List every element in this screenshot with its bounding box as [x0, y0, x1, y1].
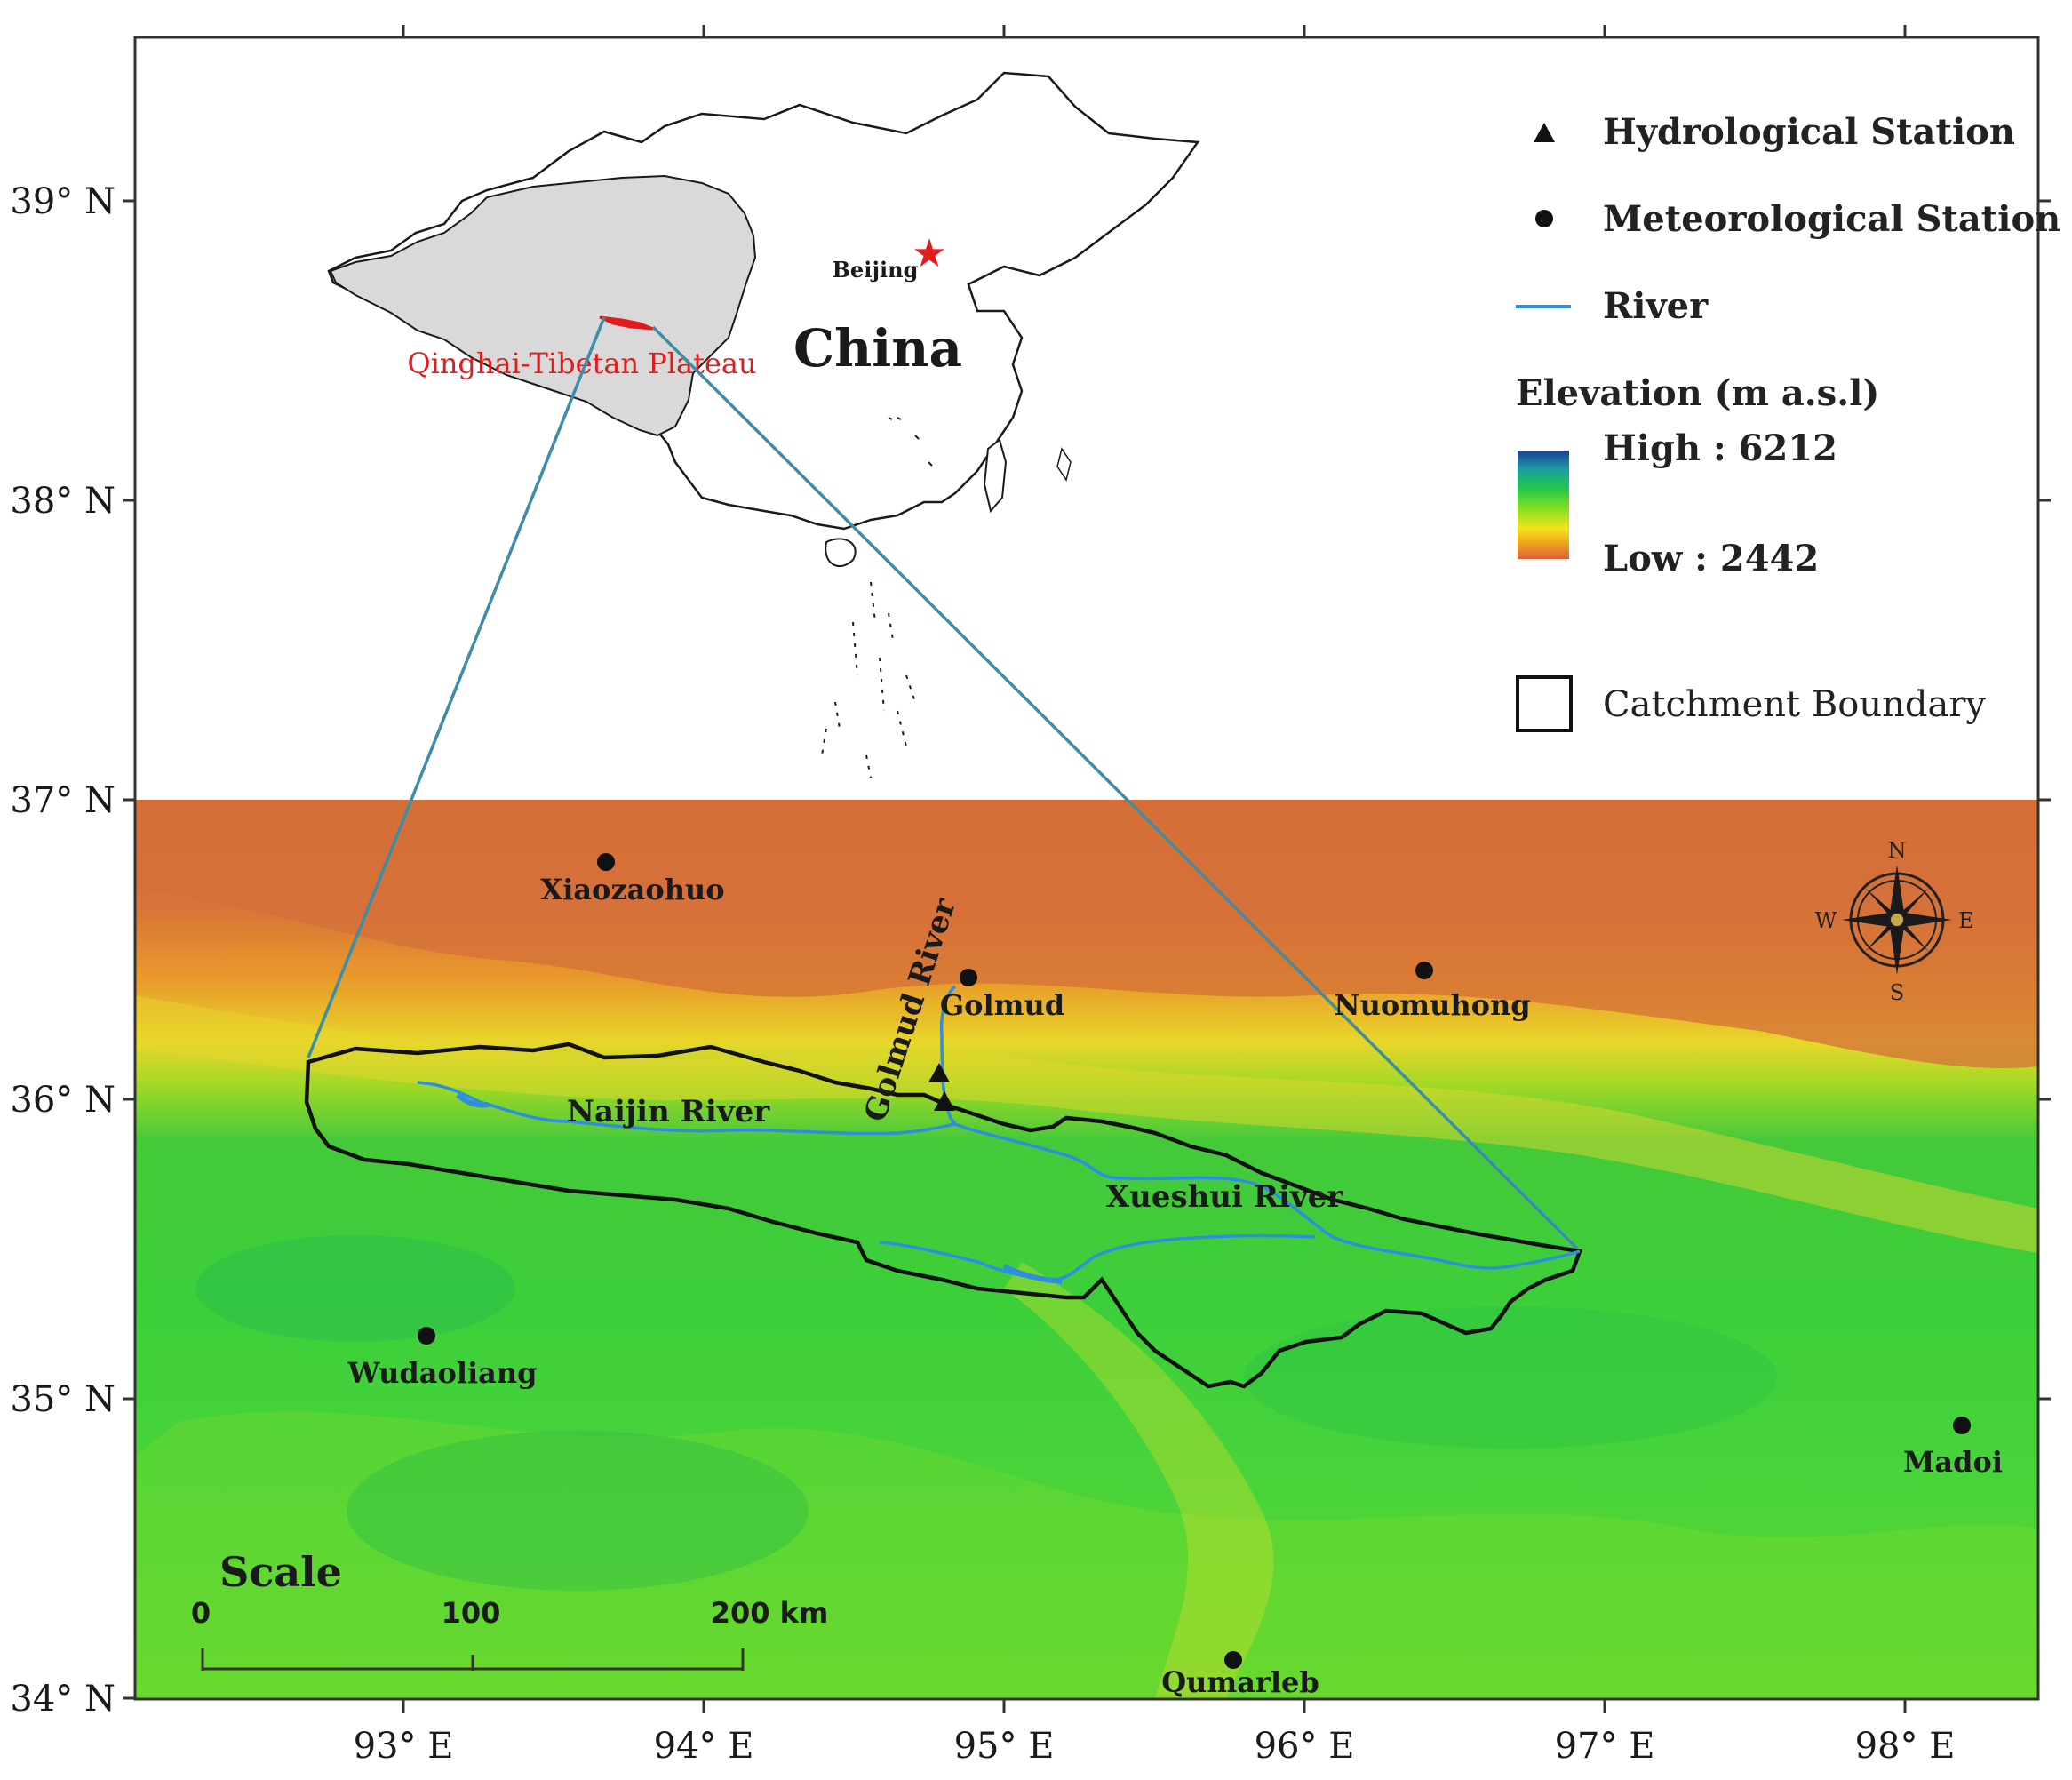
compass-s: S	[1890, 980, 1904, 1005]
hydrological-station-triangle-icon	[928, 1063, 950, 1082]
qinghai-tibetan-plateau	[329, 174, 757, 437]
station-label-madoi: Madoi	[1903, 1445, 2003, 1479]
scale-tick-200: 200 km	[711, 1596, 829, 1630]
lon-tick-label: 97° E	[1555, 1726, 1655, 1767]
station-dot-icon	[1224, 1651, 1242, 1669]
lat-tick-label: 38° N	[10, 481, 116, 522]
lon-tick-label: 93° E	[354, 1726, 454, 1767]
river-label-xueshui: Xueshui River	[1106, 1179, 1344, 1215]
lon-tick-label: 95° E	[954, 1726, 1055, 1767]
legend: Hydrological Station Meteorological Stat…	[1516, 111, 2060, 732]
station-label-wudaoliang: Wudaoliang	[347, 1356, 537, 1390]
lat-tick-label: 34° N	[10, 1679, 116, 1720]
station-dot-icon	[960, 969, 977, 986]
hainan-island	[825, 538, 857, 568]
legend-elevation-high: High : 6212	[1603, 427, 1837, 469]
station-label-golmud: Golmud	[940, 988, 1064, 1022]
latitude-axis: 39° N 38° N 37° N 36° N 35° N 34° N	[10, 181, 2051, 1720]
legend-catchment-icon	[1516, 675, 1573, 732]
elevation-raster	[135, 800, 2038, 1699]
hydrological-station-triangle-icon	[934, 1091, 955, 1111]
south-china-sea-islands	[821, 581, 916, 778]
zoom-line-left	[307, 316, 606, 1058]
elevation-color-ramp	[1518, 451, 1569, 559]
scale-tick-0: 0	[191, 1596, 211, 1630]
lat-tick-label: 39° N	[10, 181, 116, 222]
station-label-xiaozaohuo: Xiaozaohuo	[540, 873, 724, 906]
station-dot-icon	[418, 1327, 435, 1345]
lat-tick-label: 36° N	[10, 1080, 116, 1121]
legend-catchment-label: Catchment Boundary	[1603, 684, 1986, 725]
longitude-axis: 93° E 94° E 95° E 96° E 97° E 98° E	[354, 25, 1956, 1767]
compass-rose-icon: N S E W	[1815, 838, 1974, 1005]
lon-tick-label: 94° E	[654, 1726, 754, 1767]
beijing-label: Beijing	[833, 257, 919, 283]
station-label-nuomuhong: Nuomuhong	[1334, 988, 1530, 1022]
legend-hydrological-label: Hydrological Station	[1603, 111, 2015, 153]
lat-tick-label: 35° N	[10, 1379, 116, 1420]
station-label-qumarleb: Qumarleb	[1161, 1665, 1319, 1699]
map-frame	[133, 36, 2040, 1701]
legend-meteorological-label: Meteorological Station	[1603, 198, 2060, 240]
legend-elevation-low: Low : 2442	[1603, 538, 1819, 579]
lon-tick-label: 96° E	[1255, 1726, 1355, 1767]
legend-elevation-title: Elevation (m a.s.l)	[1516, 372, 1879, 414]
china-inset-map: ★ Beijing China Qinghai-Tibetan Plateau	[327, 71, 1200, 778]
river-label-naijin: Naijin River	[567, 1094, 770, 1129]
station-dot-icon	[1953, 1417, 1971, 1434]
scale-bar: Scale 0 100 200 km	[191, 1548, 828, 1671]
legend-meteorological-icon	[1535, 210, 1553, 227]
station-dot-icon	[597, 853, 615, 871]
zoom-line-right	[651, 325, 1579, 1250]
taiwan-island	[983, 438, 1008, 514]
lon-tick-label: 98° E	[1855, 1726, 1956, 1767]
scale-tick-100: 100	[442, 1596, 501, 1630]
legend-river-label: River	[1603, 285, 1709, 327]
china-label: China	[793, 318, 962, 379]
legend-hydrological-icon	[1534, 123, 1555, 142]
lat-tick-label: 37° N	[10, 780, 116, 821]
naijin-river-line	[417, 1081, 956, 1136]
beijing-star-icon: ★	[912, 231, 946, 276]
meteorological-stations: Xiaozaohuo Golmud Nuomuhong Wudaoliang M…	[347, 853, 2003, 1699]
compass-w: W	[1815, 908, 1837, 933]
river-network	[417, 985, 1581, 1284]
catchment-boundary	[304, 1042, 1583, 1389]
station-dot-icon	[1415, 962, 1433, 979]
scale-title: Scale	[219, 1548, 342, 1596]
compass-e: E	[1958, 908, 1974, 933]
xueshui-river-line	[954, 1122, 1581, 1270]
compass-n: N	[1888, 838, 1907, 863]
